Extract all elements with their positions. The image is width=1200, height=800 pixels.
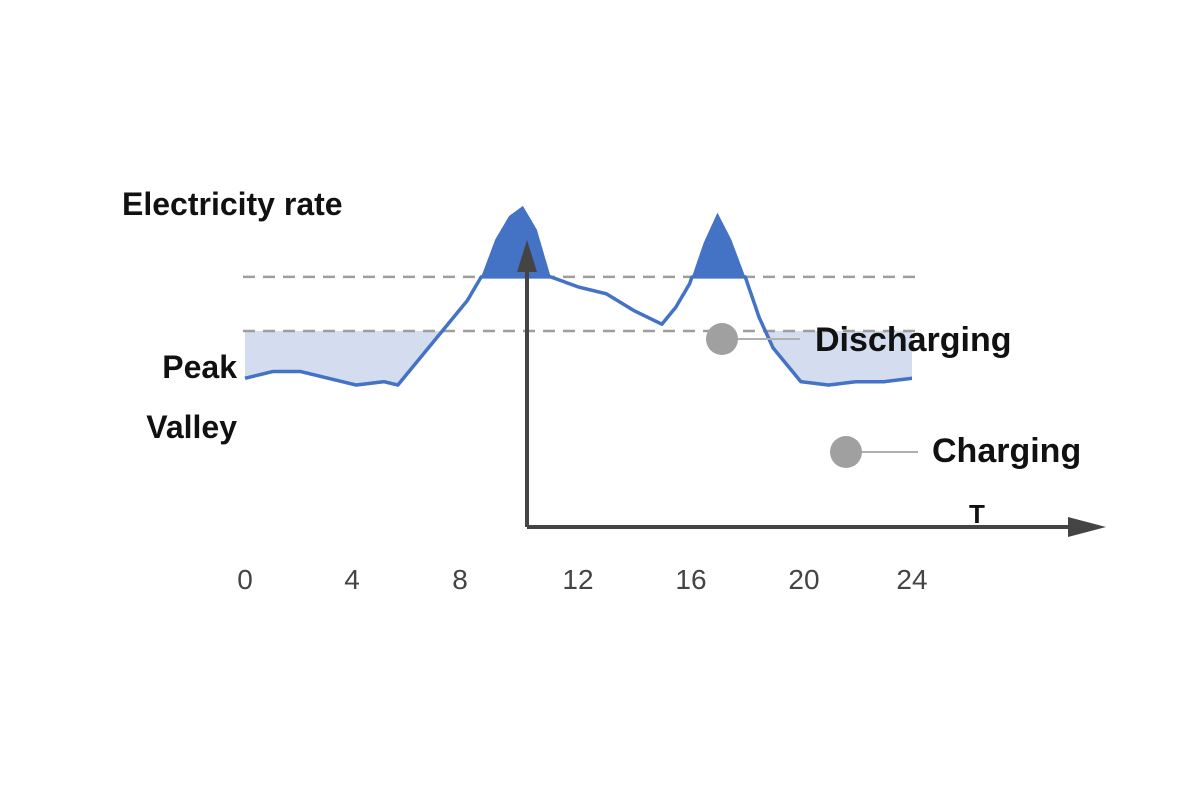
x-tick-label: 20 bbox=[788, 564, 819, 595]
x-axis: T bbox=[527, 499, 1106, 537]
discharging-region bbox=[481, 205, 551, 277]
charging-region bbox=[765, 331, 912, 385]
x-tick-labels: 0 4 8 12 16 20 24 bbox=[237, 564, 927, 595]
x-tick-label: 12 bbox=[562, 564, 593, 595]
discharging-label: Discharging bbox=[815, 321, 1011, 359]
x-tick-label: 4 bbox=[344, 564, 360, 595]
discharging-marker-icon bbox=[706, 323, 738, 355]
charging-annotation: Charging bbox=[830, 432, 1081, 470]
x-tick-label: 8 bbox=[452, 564, 468, 595]
x-tick-label: 0 bbox=[237, 564, 253, 595]
x-axis-arrow-icon bbox=[1068, 517, 1106, 537]
discharging-annotation: Discharging bbox=[706, 321, 1011, 359]
series-layer bbox=[243, 275, 914, 387]
y-axis bbox=[517, 240, 537, 527]
x-tick-label: 24 bbox=[896, 564, 927, 595]
charging-region bbox=[245, 331, 443, 385]
chart-title: Electricity rate bbox=[122, 186, 343, 222]
fill-layer bbox=[245, 205, 912, 385]
x-axis-label: T bbox=[969, 499, 985, 529]
charging-label: Charging bbox=[932, 432, 1081, 470]
reference-lines bbox=[243, 275, 915, 333]
x-tick-label: 16 bbox=[675, 564, 706, 595]
discharging-region bbox=[692, 212, 746, 277]
valley-label: Valley bbox=[146, 409, 237, 445]
peak-label: Peak bbox=[162, 349, 237, 385]
y-axis-arrow-icon bbox=[517, 240, 537, 272]
charging-marker-icon bbox=[830, 436, 862, 468]
